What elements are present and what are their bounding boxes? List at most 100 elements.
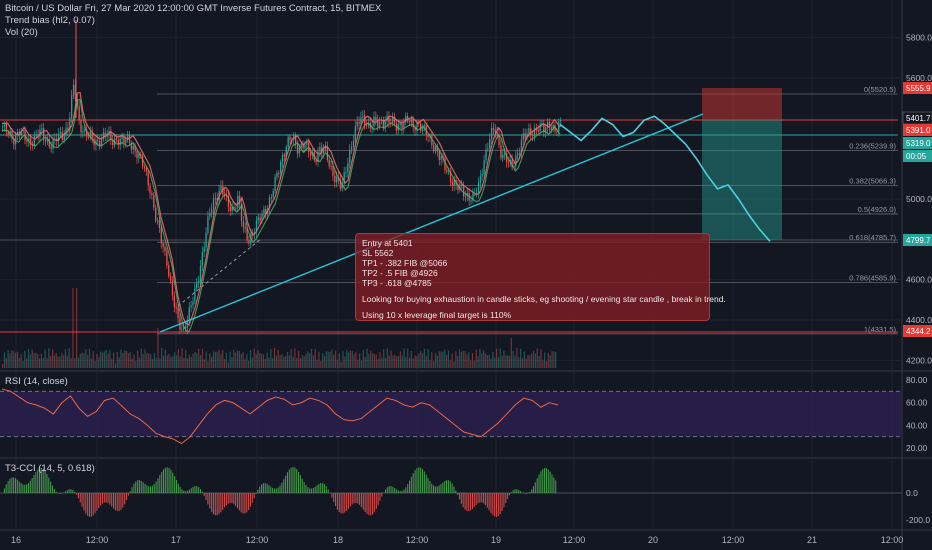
trend-bias-label[interactable]: Trend bias (hl2, 0.07) (5, 15, 95, 26)
cci-bar (122, 493, 124, 508)
trade-annotation[interactable]: Entry at 5401 SL 5562 TP1 - .382 FIB @50… (355, 233, 726, 321)
cci-label[interactable]: T3-CCI (14, 5, 0.618) (5, 463, 95, 474)
candle-body (263, 209, 265, 214)
cci-bar (325, 486, 327, 493)
cci-bar (301, 478, 303, 493)
volume-bar (397, 356, 400, 368)
candle-body (57, 133, 60, 142)
volume-bar (188, 354, 191, 368)
cci-bar (249, 493, 251, 507)
volume-bar (109, 350, 111, 368)
volume-bar (35, 352, 37, 368)
price-tag-bg (903, 234, 932, 246)
candle-body (399, 123, 401, 125)
cci-bar (444, 481, 446, 493)
candle-body (130, 143, 133, 150)
volume-bar (379, 352, 381, 368)
candle-body (190, 305, 192, 308)
cci-bar (14, 478, 17, 493)
price-tag: 5391.0 (906, 126, 931, 135)
candle-body (502, 154, 504, 159)
candle-body (188, 307, 190, 321)
volume-label[interactable]: Vol (20) (5, 27, 38, 38)
volume-bar (360, 360, 363, 368)
volume-bar (211, 356, 213, 368)
candle-body (160, 227, 162, 244)
volume-bar (53, 355, 55, 368)
cci-bar (477, 493, 479, 504)
cci-bar (212, 493, 214, 515)
fib-level-label: 0(5520.5) (864, 85, 897, 94)
volume-bar (283, 356, 285, 368)
volume-bar (412, 358, 414, 368)
cci-bar (244, 493, 246, 514)
cci-bar (233, 493, 235, 505)
candle-body (121, 136, 123, 139)
candle-body (507, 162, 510, 164)
candle-body (255, 220, 258, 233)
price-tag-bg (903, 124, 932, 136)
cci-bar (48, 477, 50, 493)
trend-bias-line-red (2, 91, 561, 326)
volume-bar (146, 353, 148, 368)
price-tag: 4344.2 (906, 327, 931, 336)
cci-bar (40, 467, 42, 493)
candle-body (434, 146, 437, 151)
volume-bar (251, 357, 253, 368)
candle-body (46, 138, 49, 142)
volume-bar (131, 358, 133, 368)
rsi-label[interactable]: RSI (14, close) (5, 376, 68, 387)
cci-bar (397, 490, 399, 493)
candle-body (440, 156, 442, 160)
annotation-leverage: Using 10 x leverage final target is 110% (362, 310, 512, 320)
volume-bar (177, 348, 179, 368)
cci-bar (286, 472, 288, 493)
volume-bar (148, 353, 150, 368)
volume-bar (338, 353, 340, 368)
cci-bar (433, 485, 435, 493)
candle-body (112, 139, 114, 146)
volume-bar (216, 351, 218, 368)
cci-bar (309, 488, 311, 493)
cci-bar (103, 493, 105, 503)
x-tick-label: 12:00 (246, 535, 269, 545)
cci-bar (403, 489, 405, 493)
volume-bar (103, 351, 105, 368)
candle-body (209, 213, 211, 217)
cci-bar (259, 486, 261, 493)
volume-bar (66, 356, 68, 368)
volume-bar (305, 353, 307, 368)
volume-bar (364, 356, 366, 368)
candle-body (89, 131, 92, 138)
cci-bar (409, 480, 411, 493)
x-tick-label: 21 (807, 535, 817, 545)
volume-bar (275, 355, 277, 368)
volume-bar (492, 351, 494, 368)
candle-body (54, 138, 56, 140)
x-tick-label: 17 (171, 535, 181, 545)
volume-bar (507, 355, 509, 368)
cci-tick-label: -200.0 (906, 515, 930, 525)
volume-bar (44, 349, 46, 368)
volume-bar (322, 353, 324, 368)
price-tag-bg (903, 325, 932, 337)
cci-bar (453, 486, 455, 493)
candle-body (477, 182, 480, 193)
volume-bar (7, 349, 9, 368)
candle-body (80, 120, 82, 133)
cci-bar (190, 488, 192, 493)
x-tick-label: 20 (648, 535, 658, 545)
rsi-tick-label: 60.00 (906, 398, 928, 408)
candle-body (464, 195, 467, 197)
cci-bar (523, 493, 525, 494)
cci-bar (512, 490, 514, 493)
cci-bar (508, 493, 510, 496)
volume-bar (416, 355, 418, 368)
cci-bar (46, 473, 48, 493)
candle-body (136, 151, 138, 159)
cci-bar (231, 493, 233, 504)
candle-body (20, 131, 22, 136)
volume-bar (446, 354, 448, 368)
cci-bar (179, 486, 181, 493)
cci-bar (534, 482, 536, 493)
